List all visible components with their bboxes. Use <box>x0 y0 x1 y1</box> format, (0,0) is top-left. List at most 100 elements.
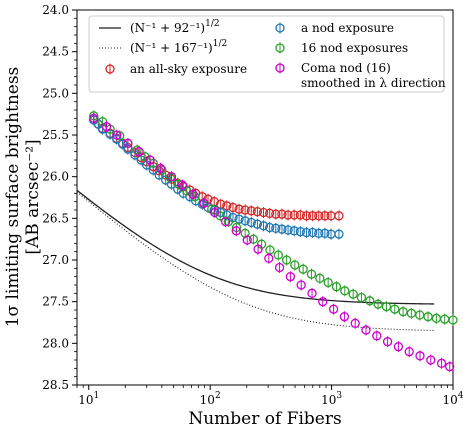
marker-circle <box>373 299 383 309</box>
x-tick-label: 104 <box>442 391 463 407</box>
marker-circle <box>132 145 142 155</box>
data-point <box>271 222 281 234</box>
data-point <box>381 301 392 313</box>
marker-circle <box>448 315 458 325</box>
legend-label-curve-92: (N⁻¹ + 92⁻¹)1/2 <box>130 19 220 35</box>
marker-circle <box>318 297 328 307</box>
legend-label-nod: a nod exposure <box>301 21 394 35</box>
marker-circle <box>145 155 155 165</box>
marker-circle <box>436 358 447 368</box>
marker-circle <box>275 43 285 53</box>
data-point <box>190 191 200 203</box>
marker-circle <box>277 209 287 219</box>
y-tick-label: 24.0 <box>42 3 69 17</box>
marker-circle <box>289 210 299 220</box>
marker-circle <box>285 272 296 282</box>
legend-label-curve-167: (N⁻¹ + 167⁻¹)1/2 <box>130 39 227 55</box>
y-tick-label: 25.0 <box>42 86 69 100</box>
marker-circle <box>89 113 99 123</box>
marker-circle <box>314 228 324 238</box>
data-point <box>265 207 275 219</box>
marker-circle <box>404 347 414 357</box>
data-point <box>426 354 436 366</box>
marker-circle <box>307 227 318 238</box>
data-point <box>315 272 325 284</box>
marker-circle <box>253 244 263 254</box>
legend-marker-coma <box>275 62 285 74</box>
marker-circle <box>134 147 144 157</box>
data-point <box>431 312 442 324</box>
data-point <box>253 243 263 255</box>
data-point <box>365 295 375 307</box>
marker-circle <box>101 122 112 132</box>
data-point <box>298 263 308 275</box>
marker-circle <box>306 269 317 279</box>
data-point <box>334 228 344 240</box>
legend-label-coma-line2: smoothed in λ direction <box>301 76 446 90</box>
marker-circle <box>234 214 244 224</box>
data-point <box>350 317 360 329</box>
marker-circle <box>271 223 281 233</box>
data-point <box>301 210 312 222</box>
marker-circle <box>252 207 263 217</box>
series-1 <box>89 114 344 240</box>
marker-circle <box>301 227 312 238</box>
marker-circle <box>246 217 256 228</box>
marker-circle <box>381 302 392 312</box>
marker-circle <box>339 312 350 322</box>
marker-circle <box>390 304 400 314</box>
legend: (N⁻¹ + 92⁻¹)1/2 (N⁻¹ + 167⁻¹)1/2 an all-… <box>88 15 446 93</box>
data-point <box>328 303 339 315</box>
marker-circle <box>393 342 404 352</box>
data-point <box>440 313 450 325</box>
marker-circle <box>296 280 306 290</box>
marker-circle <box>334 211 344 221</box>
data-series <box>89 110 458 373</box>
data-point <box>199 197 209 209</box>
marker-circle <box>320 228 330 238</box>
marker-circle <box>166 172 177 182</box>
data-point <box>340 285 350 297</box>
x-tick-label: 102 <box>200 391 221 407</box>
marker-circle <box>323 277 333 288</box>
marker-circle <box>315 273 325 283</box>
marker-circle <box>372 331 382 341</box>
data-point <box>372 330 382 342</box>
data-point <box>348 288 358 300</box>
data-point <box>290 259 300 271</box>
y-tick-label: 25.5 <box>42 128 69 142</box>
data-point <box>373 298 383 310</box>
data-point <box>134 146 144 158</box>
data-point <box>210 207 220 218</box>
marker-circle <box>320 211 330 221</box>
data-point <box>271 208 281 220</box>
data-point <box>301 227 312 238</box>
data-point <box>314 210 324 222</box>
marker-circle <box>350 318 360 328</box>
marker-circle <box>248 234 259 244</box>
y-tick-label: 28.0 <box>42 336 69 350</box>
marker-circle <box>314 211 324 221</box>
marker-circle <box>188 189 198 199</box>
marker-circle <box>223 217 233 227</box>
data-point <box>448 314 458 326</box>
data-point <box>132 144 142 156</box>
marker-circle <box>334 229 344 239</box>
data-point <box>356 292 367 303</box>
data-point <box>295 226 306 238</box>
marker-circle <box>328 304 339 314</box>
data-point <box>339 311 350 323</box>
data-point <box>296 279 306 291</box>
y-axis-label-line2: [AB arcsec⁻²] <box>23 139 43 254</box>
model-curve-167 <box>76 191 435 332</box>
marker-circle <box>231 226 241 236</box>
marker-circle <box>228 202 238 213</box>
data-point <box>222 209 232 221</box>
marker-circle <box>157 165 167 175</box>
marker-circle <box>246 206 256 216</box>
marker-circle <box>295 227 306 237</box>
marker-circle <box>258 221 269 231</box>
marker-circle <box>275 23 285 33</box>
marker-circle <box>289 226 299 236</box>
marker-circle <box>258 207 269 218</box>
